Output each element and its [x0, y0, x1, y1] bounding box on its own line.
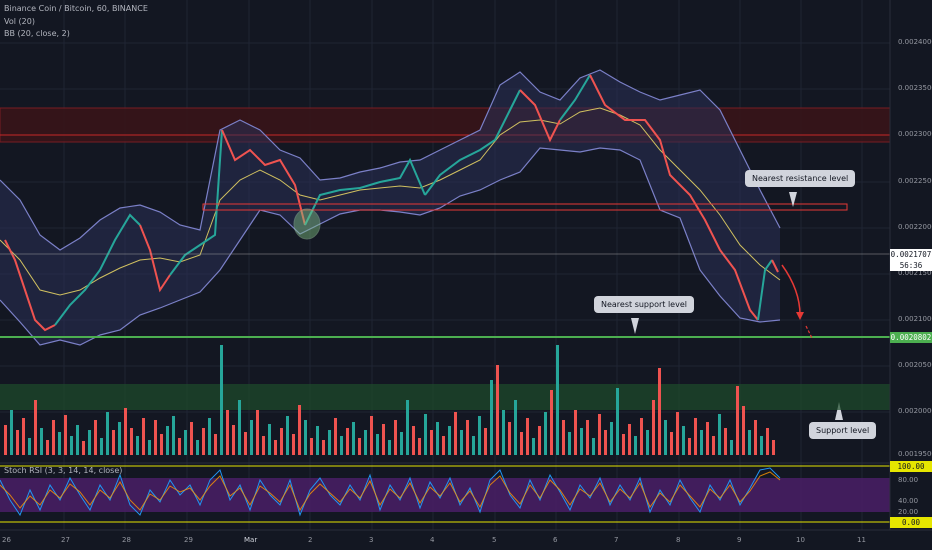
time-label: Mar: [244, 536, 258, 544]
time-label: 11: [857, 536, 866, 544]
bollinger-lower: [0, 147, 781, 346]
time-label: 3: [369, 536, 374, 544]
bar-countdown: 56:36: [890, 260, 932, 271]
time-label: 4: [430, 536, 435, 544]
resistance-callout[interactable]: Nearest resistance level: [745, 170, 856, 187]
stoch-bottom-tag: 0.00: [890, 517, 932, 528]
stoch-tick: 80.00: [898, 476, 919, 484]
time-label: 10: [796, 536, 805, 544]
time-label: 2: [308, 536, 313, 544]
time-label: 27: [61, 536, 70, 544]
symbol-legend[interactable]: Binance Coin / Bitcoin, 60, BINANCE: [4, 4, 148, 13]
stoch-band: [0, 478, 890, 512]
resistance-zone: [0, 107, 891, 143]
volume-legend[interactable]: Vol (20): [4, 17, 35, 26]
stoch-tick: 40.00: [898, 497, 919, 505]
time-label: 5: [492, 536, 497, 544]
time-label: 29: [184, 536, 193, 544]
time-label: 7: [614, 536, 619, 544]
resistance-callout-pointer: [789, 192, 797, 207]
projection-arrowhead: [796, 312, 804, 320]
touch-highlight: [293, 208, 321, 240]
candles: [4, 74, 779, 332]
stoch-top-tag: 100.00: [890, 461, 932, 472]
bollinger-basis: [0, 107, 781, 296]
stoch-d-line: [0, 471, 781, 512]
time-label: 28: [122, 536, 131, 544]
bollinger-legend[interactable]: BB (20, close, 2): [4, 29, 70, 38]
projection-arrow: [781, 264, 801, 316]
support-price-tag: 0.0020802: [890, 332, 932, 343]
time-label: 6: [553, 536, 558, 544]
current-price-tag: 0.0021707: [890, 249, 932, 260]
projection-dash: [805, 325, 813, 339]
time-label: 9: [737, 536, 742, 544]
nearest-resistance-box: [202, 203, 848, 211]
time-label: 8: [676, 536, 681, 544]
stoch-legend[interactable]: Stoch RSI (3, 3, 14, 14, close): [4, 466, 123, 475]
time-label: 26: [2, 536, 11, 544]
zone-callout-pointer: [835, 402, 843, 420]
support-zone-callout[interactable]: Support level: [809, 422, 877, 439]
stoch-tick: 20.00: [898, 508, 919, 516]
bollinger-upper: [0, 69, 781, 251]
support-zone-band: [0, 384, 890, 410]
support-callout[interactable]: Nearest support level: [594, 296, 694, 313]
volume-bars: [4, 345, 775, 455]
stoch-k-line: [0, 467, 781, 517]
bollinger-band-fill: [0, 70, 780, 345]
support-callout-pointer: [631, 318, 639, 334]
